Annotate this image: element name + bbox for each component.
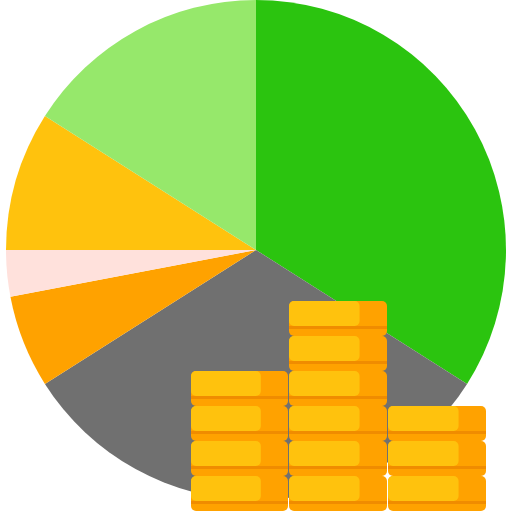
coin-face — [388, 406, 459, 431]
coin-face — [289, 371, 360, 396]
coin — [191, 476, 288, 511]
coin-edge — [191, 431, 288, 434]
pie-slice — [45, 0, 256, 250]
coin-face — [289, 441, 360, 466]
coin-edge — [289, 326, 387, 329]
coins — [191, 301, 486, 511]
coin — [388, 406, 486, 441]
coin — [289, 301, 387, 336]
coin — [289, 441, 387, 476]
coin-edge — [289, 431, 387, 434]
pie — [6, 0, 506, 500]
chart — [0, 0, 512, 512]
coin-face — [289, 476, 360, 501]
coin-edge — [289, 361, 387, 364]
coin — [191, 371, 288, 406]
coin — [388, 441, 486, 476]
coin-face — [191, 441, 261, 466]
coin — [191, 441, 288, 476]
coin-edge — [388, 466, 486, 469]
coin-edge — [191, 501, 288, 504]
coin-face — [191, 476, 261, 501]
coin — [289, 476, 387, 511]
coin — [289, 371, 387, 406]
coin-face — [191, 371, 261, 396]
coin-face — [388, 441, 459, 466]
coin — [191, 406, 288, 441]
coin-edge — [388, 501, 486, 504]
coin-face — [289, 301, 360, 326]
coin — [388, 476, 486, 511]
coin-edge — [289, 396, 387, 399]
coin-edge — [289, 466, 387, 469]
coin-edge — [191, 396, 288, 399]
coin — [289, 336, 387, 371]
coin-edge — [191, 466, 288, 469]
coin — [289, 406, 387, 441]
coin-face — [191, 406, 261, 431]
coin-face — [289, 406, 360, 431]
pie-slice — [256, 0, 506, 384]
coin-face — [388, 476, 459, 501]
pie-slice — [6, 250, 256, 297]
coin-face — [289, 336, 360, 361]
coin-edge — [388, 431, 486, 434]
coin-edge — [289, 501, 387, 504]
